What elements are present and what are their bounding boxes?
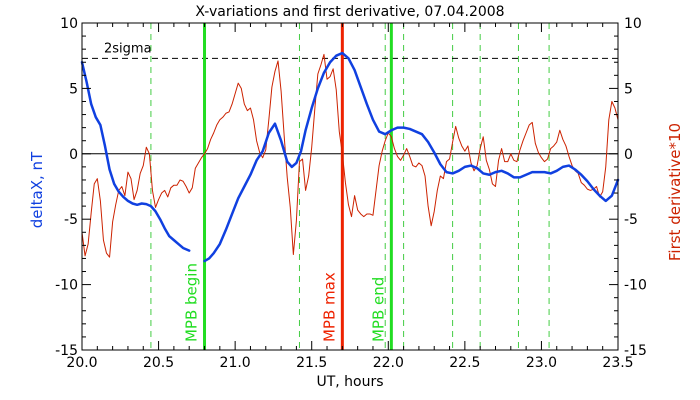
vertical-marker-label: MPB max bbox=[320, 272, 338, 342]
y-tick-label-right: -5 bbox=[624, 212, 638, 228]
chart-title: X-variations and first derivative, 07.04… bbox=[195, 4, 504, 20]
plot-frame bbox=[81, 22, 619, 351]
series-line bbox=[203, 51, 620, 263]
y-axis-label-left: deltaX, nT bbox=[28, 151, 46, 228]
y-tick-label-right: 0 bbox=[624, 147, 633, 163]
x-tick-label: 23.5 bbox=[602, 355, 633, 371]
y-tick-label-left: -5 bbox=[64, 212, 78, 228]
x-tick-label: 20.5 bbox=[143, 355, 174, 371]
y-tick-label-right: -10 bbox=[624, 278, 647, 294]
vertical-marker-label: MPB begin bbox=[183, 263, 201, 342]
y-tick-label-left: 0 bbox=[69, 147, 78, 163]
series-line bbox=[80, 60, 191, 252]
vertical-markers bbox=[203, 23, 393, 350]
reference-lines bbox=[82, 57, 618, 155]
y-tick-label-left: -15 bbox=[55, 343, 78, 359]
x-tick-label: 20.0 bbox=[66, 355, 97, 371]
x-tick-label: 21.0 bbox=[220, 355, 251, 371]
x-tick-label: 22.5 bbox=[449, 355, 480, 371]
x-tick-label: 23.0 bbox=[526, 355, 557, 371]
plot-area: 20.0 20.5 21.0 21.5 22.0 22.5 23.0 23.5 10 10 5 5 0 0… bbox=[55, 16, 647, 371]
vertical-marker-label: MPB end bbox=[369, 277, 387, 342]
axis-ticks bbox=[81, 22, 619, 351]
series-line bbox=[81, 53, 619, 258]
sigma-line-label: 2sigma bbox=[104, 41, 152, 56]
marker-labels: MPB begin MPB max MPB end bbox=[183, 263, 388, 342]
y-tick-label-left: 5 bbox=[69, 81, 78, 97]
y-tick-label-right: 5 bbox=[624, 81, 633, 97]
y-axis-label-right: First derivative*10 bbox=[666, 123, 684, 261]
x-axis-label: UT, hours bbox=[316, 374, 383, 390]
series-group bbox=[80, 51, 620, 263]
x-tick-label: 22.0 bbox=[373, 355, 404, 371]
y-tick-label-left: -10 bbox=[55, 278, 78, 294]
y-tick-label-right: 10 bbox=[624, 16, 642, 32]
tick-labels: 20.0 20.5 21.0 21.5 22.0 22.5 23.0 23.5 10 10 5 5 0 0… bbox=[55, 16, 647, 371]
y-tick-label-right: -15 bbox=[624, 343, 647, 359]
y-tick-label-left: 10 bbox=[60, 16, 78, 32]
x-tick-label: 21.5 bbox=[296, 355, 327, 371]
